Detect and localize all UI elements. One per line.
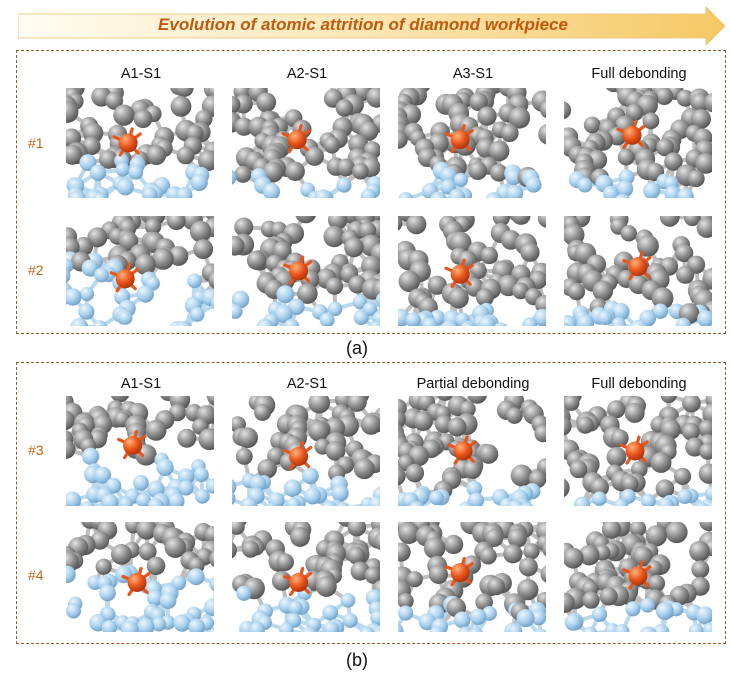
row-label-3: #3 — [28, 442, 44, 458]
evolution-banner-arrow: Evolution of atomic attrition of diamond… — [18, 6, 726, 46]
row-label-1: #1 — [28, 135, 44, 151]
snapshot-4-full-debonding — [564, 522, 712, 632]
snapshot-4-a1s1 — [66, 522, 214, 632]
panel-b-col-3: Partial debonding — [416, 376, 530, 392]
snapshot-4-a2s1 — [232, 522, 380, 632]
caption-b: (b) — [346, 650, 368, 670]
panel-a-col-2: A2-S1 — [286, 66, 328, 82]
row-label-2: #2 — [28, 262, 44, 278]
snapshot-3-a2s1 — [232, 396, 380, 506]
snapshot-3-partial-debonding — [398, 396, 546, 506]
snapshot-3-full-debonding — [564, 396, 712, 506]
panel-b-col-2: A2-S1 — [286, 376, 328, 392]
snapshot-1-a3s1 — [398, 88, 546, 198]
panel-a-col-3: A3-S1 — [452, 66, 494, 82]
panel-b-frame — [16, 362, 726, 644]
snapshot-2-a1s1 — [66, 216, 214, 326]
snapshot-1-a1s1 — [66, 88, 214, 198]
snapshot-2-full-debonding — [564, 216, 712, 326]
panel-a-frame — [16, 50, 726, 334]
snapshot-4-partial-debonding — [398, 522, 546, 632]
snapshot-2-a2s1 — [232, 216, 380, 326]
row-label-4: #4 — [28, 567, 44, 583]
panel-a-col-1: A1-S1 — [120, 66, 162, 82]
caption-a: (a) — [346, 338, 368, 358]
panel-b-col-4: Full debonding — [591, 376, 687, 392]
snapshot-3-a1s1 — [66, 396, 214, 506]
snapshot-1-a2s1 — [232, 88, 380, 198]
panel-b-col-1: A1-S1 — [120, 376, 162, 392]
snapshot-2-a3s1 — [398, 216, 546, 326]
panel-a-col-4: Full debonding — [591, 66, 687, 82]
snapshot-1-full-debonding — [564, 88, 712, 198]
banner-title: Evolution of atomic attrition of diamond… — [158, 15, 568, 34]
